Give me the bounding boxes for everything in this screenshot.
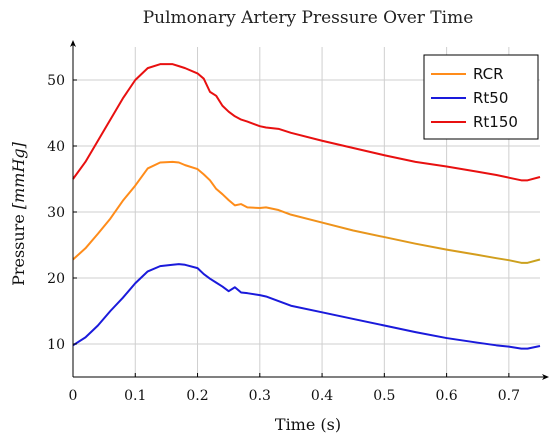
x-tick-label: 0.2: [186, 388, 208, 404]
x-tick-label: 0.5: [373, 388, 395, 404]
y-tick-label: 30: [47, 205, 65, 221]
x-tick-label: 0.6: [435, 388, 457, 404]
series-line-rcr: [72, 160, 541, 264]
y-axis-label: Pressure [mmHg]: [9, 141, 28, 286]
x-tick-label: 0: [69, 388, 78, 404]
x-axis-label: Time (s): [275, 415, 341, 434]
y-tick-label: 10: [47, 337, 65, 353]
series-lines: [72, 63, 541, 350]
x-tick-label: 0.3: [249, 388, 271, 404]
y-axis-label-main: Pressure: [9, 209, 28, 286]
x-axis-arrow: [542, 374, 549, 380]
series-line-rt150: [72, 63, 541, 182]
legend-label-rt50: Rt50: [473, 89, 508, 107]
y-axis-label-unit: [mmHg]: [9, 141, 28, 209]
y-tick-label: 40: [47, 139, 65, 155]
y-tick-labels: 10 20 30 40 50: [47, 73, 65, 353]
legend-label-rcr: RCR: [473, 65, 504, 83]
x-tick-label: 0.4: [311, 388, 333, 404]
y-axis-arrow: [70, 40, 76, 47]
x-tick-label: 0.1: [124, 388, 146, 404]
legend-label-rt150: Rt150: [473, 113, 518, 131]
x-tick-labels: 0 0.1 0.2 0.3 0.4 0.5 0.6 0.7: [69, 388, 520, 404]
y-tick-label: 50: [47, 73, 65, 89]
legend: RCR Rt50 Rt150: [423, 54, 539, 140]
series-line-rt50: [72, 263, 541, 350]
x-tick-label: 0.7: [498, 388, 520, 404]
chart-title: Pulmonary Artery Pressure Over Time: [143, 8, 474, 28]
axes: [70, 40, 549, 380]
y-tick-label: 20: [47, 271, 65, 287]
